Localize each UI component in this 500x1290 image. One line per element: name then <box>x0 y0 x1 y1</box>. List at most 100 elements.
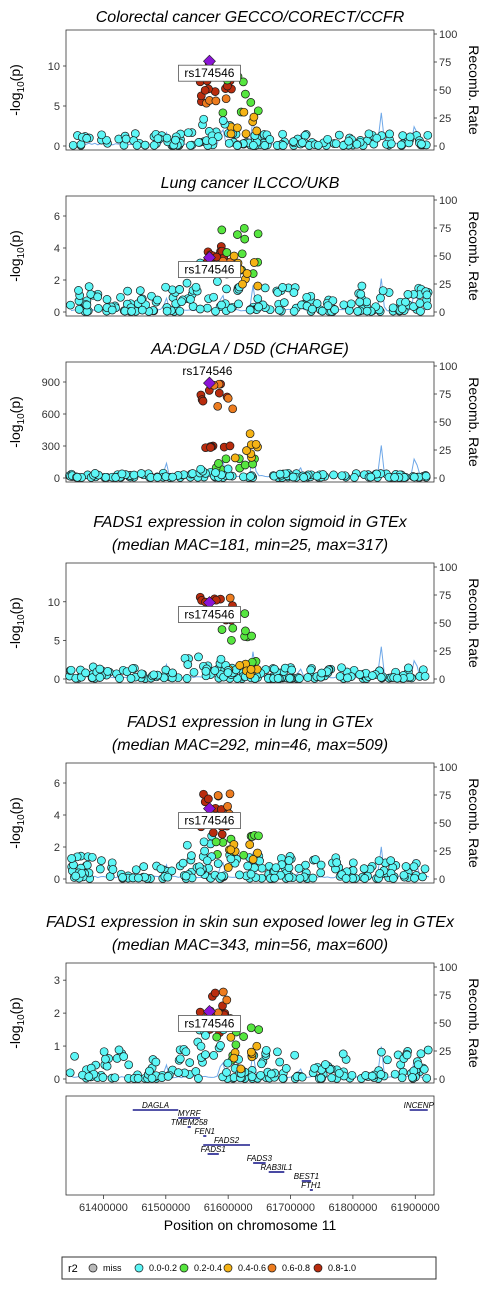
snp-point <box>110 1073 120 1083</box>
gene-label: DAGLA <box>142 1101 169 1110</box>
y-axis-label: -log10(p) <box>7 230 27 282</box>
panel-title: Colorectal cancer GECCO/CORECT/CCFR <box>96 9 405 26</box>
snp-point <box>323 134 332 144</box>
legend-swatch <box>267 1263 277 1273</box>
snp-point <box>222 1068 231 1077</box>
snp-point <box>343 673 352 683</box>
gene-label: RAB3IL1 <box>260 1163 292 1172</box>
recomb-tick-label: 100 <box>439 962 457 974</box>
recomb-tick-label: 100 <box>439 195 457 207</box>
y-tick-label: 1 <box>54 1041 60 1053</box>
snp-point <box>222 995 232 1005</box>
snp-point <box>175 1054 185 1064</box>
legend-swatch <box>134 1263 144 1273</box>
snp-point <box>376 1070 386 1079</box>
recomb-tick-label: 50 <box>439 251 451 263</box>
snp-point <box>200 846 209 856</box>
legend-label: 0.6-0.8 <box>282 1263 310 1273</box>
snp-point <box>182 840 192 850</box>
snp-point <box>330 305 340 315</box>
gene-label: FADS1 <box>201 1145 226 1154</box>
snp-point <box>231 1040 241 1050</box>
y-axis-label: -log10(p) <box>7 396 27 448</box>
snp-point <box>131 865 141 875</box>
snp-point <box>249 258 259 267</box>
snp-point <box>90 469 100 478</box>
recomb-tick-label: 25 <box>439 445 451 457</box>
snp-point <box>186 295 195 304</box>
snp-point <box>222 248 232 257</box>
snp-point <box>234 299 243 309</box>
snp-point <box>95 673 105 682</box>
snp-point <box>383 1055 392 1065</box>
snp-point <box>413 1060 423 1070</box>
snp-point <box>246 98 256 107</box>
snp-point <box>119 1052 129 1061</box>
lead-snp-label-box <box>178 261 241 279</box>
snp-point <box>248 855 258 864</box>
snp-point <box>236 1064 246 1074</box>
snp-point <box>129 470 139 480</box>
snp-point <box>396 140 406 150</box>
snp-point <box>297 1072 307 1082</box>
snp-point <box>316 1073 326 1083</box>
snp-point <box>260 141 270 150</box>
legend-label: 0.8-1.0 <box>328 1263 356 1273</box>
y-tick-label: 2 <box>54 1008 60 1020</box>
snp-point <box>189 667 199 677</box>
snp-point <box>187 851 196 860</box>
snp-point <box>278 283 287 292</box>
snp-point <box>108 865 118 874</box>
snp-point <box>153 473 162 482</box>
snp-point <box>242 269 252 278</box>
snp-point <box>191 282 201 292</box>
snp-point <box>249 141 258 150</box>
snp-point <box>229 251 239 261</box>
recomb-tick-label: 75 <box>439 790 451 802</box>
legend-swatch <box>223 1263 233 1273</box>
snp-point <box>181 1047 191 1057</box>
snp-point <box>167 866 177 876</box>
recomb-tick-label: 100 <box>439 29 457 41</box>
snp-point <box>348 858 358 868</box>
snp-point <box>97 856 106 865</box>
snp-point <box>307 304 317 314</box>
snp-point <box>335 672 345 681</box>
panel-title: FADS1 expression in lung in GTEx <box>127 714 374 731</box>
lead-snp-label: rs174546 <box>184 814 234 828</box>
snp-point <box>308 873 318 883</box>
snp-point <box>114 1045 124 1055</box>
snp-point <box>183 128 193 138</box>
y-tick-label: 6 <box>54 211 60 223</box>
snp-point <box>257 1059 266 1069</box>
snp-point <box>245 429 255 439</box>
snp-point <box>329 470 338 480</box>
snp-point <box>217 300 226 310</box>
snp-point <box>70 1051 79 1061</box>
snp-point <box>281 1064 291 1073</box>
recomb-tick-label: 50 <box>439 818 451 830</box>
x-tick-label: 61800000 <box>328 1202 377 1214</box>
lead-snp-label: rs174546 <box>184 608 234 622</box>
y-axis-label: -log10(p) <box>7 797 27 849</box>
y-axis-label: -log10(p) <box>7 64 27 116</box>
snp-point <box>266 1069 276 1079</box>
recomb-tick-label: 0 <box>439 307 445 319</box>
snp-point <box>241 626 250 636</box>
snp-point <box>247 631 256 641</box>
snp-point <box>321 1060 330 1069</box>
snp-point <box>217 225 227 235</box>
snp-point <box>278 1073 288 1083</box>
x-axis-label: Position on chromosome 11 <box>164 1217 337 1233</box>
snp-point <box>196 464 206 474</box>
snp-point <box>209 292 218 302</box>
snp-point <box>376 673 386 682</box>
recomb-tick-label: 25 <box>439 113 451 125</box>
y-tick-label: 2 <box>54 842 60 854</box>
snp-point <box>223 801 232 811</box>
y-tick-label: 0 <box>54 473 60 485</box>
snp-point <box>201 666 211 676</box>
snp-point <box>246 472 255 481</box>
snp-point <box>162 133 172 143</box>
